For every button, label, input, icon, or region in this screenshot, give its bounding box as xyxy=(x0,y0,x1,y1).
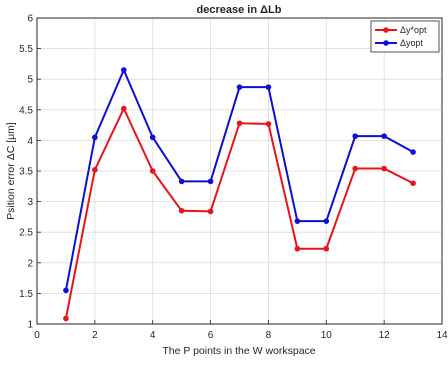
series-2-point xyxy=(120,67,127,73)
x-tick-label: 8 xyxy=(266,330,272,341)
series-1-point xyxy=(120,105,127,112)
chart-title: decrease in ΔLb xyxy=(197,4,282,16)
series-2-point xyxy=(410,149,416,155)
series-2-point xyxy=(381,133,387,139)
series-1-point xyxy=(294,245,301,252)
y-tick-label: 4 xyxy=(27,136,33,147)
series-2-point xyxy=(178,178,185,185)
legend-label-series-2: Δyopt xyxy=(400,38,424,48)
legend-label-series-1: Δy*opt xyxy=(400,25,427,35)
series-2-point xyxy=(352,133,359,139)
series-1-point xyxy=(323,245,330,252)
y-tick-label: 2.5 xyxy=(19,228,33,239)
series-2-point xyxy=(63,287,69,294)
series-1-point xyxy=(410,180,416,187)
series-1-point xyxy=(178,207,185,214)
series-1-point xyxy=(149,168,156,174)
series-2-point xyxy=(323,218,330,224)
series-2-point xyxy=(294,218,301,224)
legend-marker-series-1 xyxy=(383,27,389,33)
x-tick-label: 12 xyxy=(379,330,391,341)
series-1-point xyxy=(63,315,69,322)
y-tick-label: 2 xyxy=(27,258,33,269)
y-tick-label: 3.5 xyxy=(19,167,33,178)
legend: Δy*opt Δyopt xyxy=(370,20,440,53)
series-1-point xyxy=(352,165,359,172)
y-axis-label: Psition error ΔC [μm] xyxy=(5,122,17,220)
series-2-point xyxy=(92,134,98,141)
x-tick-label: 6 xyxy=(208,330,214,341)
series-2-point xyxy=(265,84,272,90)
series-2-point xyxy=(236,84,243,90)
x-tick-label: 14 xyxy=(436,330,448,341)
y-tick-label: 5.5 xyxy=(19,44,33,55)
y-tick-label: 4.5 xyxy=(19,105,33,116)
series-1-point xyxy=(236,120,243,127)
y-tick-label: 5 xyxy=(27,75,33,86)
series-2-point xyxy=(149,134,156,141)
x-tick-label: 2 xyxy=(92,330,98,341)
x-tick-label: 10 xyxy=(321,330,333,341)
y-tick-label: 3 xyxy=(27,197,33,208)
series-1-point xyxy=(265,121,272,127)
series-group xyxy=(63,67,416,322)
x-axis-label: The P points in the W workspace xyxy=(162,345,315,357)
legend-box xyxy=(370,20,440,53)
y-tick-label: 6 xyxy=(27,14,33,25)
legend-marker-series-2 xyxy=(383,40,389,46)
x-tick-label: 0 xyxy=(34,330,40,341)
y-tick-label: 1 xyxy=(27,320,33,331)
x-tick-label: 4 xyxy=(150,330,156,341)
series-1-point xyxy=(92,166,98,173)
series-1-point xyxy=(381,165,387,172)
ticks-group: 0 2 4 6 8 10 12 14 1 1.5 2 2.5 3 3.5 4 4.5 5 5.5 6 xyxy=(19,14,448,342)
y-tick-label: 1.5 xyxy=(19,289,33,300)
series-1-point xyxy=(207,208,214,215)
series-2-point xyxy=(207,178,214,185)
